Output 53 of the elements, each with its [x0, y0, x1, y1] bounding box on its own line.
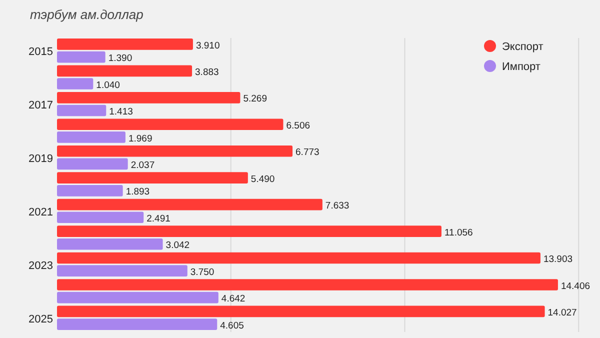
bar	[57, 252, 540, 264]
bar	[57, 212, 144, 224]
bar	[57, 318, 218, 330]
data-label: 1.040	[96, 80, 120, 91]
bar	[57, 78, 94, 90]
bar	[57, 265, 188, 277]
data-label: 1.969	[128, 133, 152, 144]
bar	[57, 132, 126, 143]
bar	[57, 38, 193, 50]
data-label: 7.633	[325, 200, 350, 212]
data-label: 3.883	[195, 67, 219, 78]
data-label: 4.605	[220, 320, 244, 332]
data-label: 1.390	[108, 53, 132, 64]
data-label: 3.042	[166, 240, 190, 252]
data-label: 2.037	[130, 160, 155, 172]
data-label: 14.027	[548, 308, 577, 319]
data-label: 5.269	[243, 94, 268, 105]
bar	[57, 238, 163, 250]
data-label: 13.903	[543, 254, 573, 266]
bar	[57, 145, 293, 157]
data-label: 11.056	[444, 227, 473, 238]
data-label: 5.490	[250, 174, 275, 185]
legend-label: Импорт	[502, 60, 540, 73]
data-label: 14.406	[560, 280, 590, 292]
bar	[57, 65, 192, 77]
data-label: 4.642	[221, 294, 246, 305]
bar	[57, 172, 248, 184]
data-label: 3.910	[196, 40, 220, 52]
bar	[57, 292, 218, 304]
data-label: 1.413	[109, 106, 133, 118]
bar	[57, 226, 442, 237]
chart-subtitle: тэрбум ам.доллар	[30, 7, 144, 22]
data-label: 3.750	[190, 266, 214, 278]
bar	[57, 306, 545, 318]
y-tick-label: 2021	[28, 206, 53, 219]
y-tick-label: 2017	[28, 100, 53, 112]
data-label: 2.491	[146, 213, 170, 224]
data-label: 6.506	[286, 120, 310, 132]
y-tick-label: 2019	[28, 153, 53, 166]
bar	[57, 198, 322, 210]
y-tick-label: 2025	[28, 313, 53, 326]
bar	[57, 92, 240, 104]
data-label: 1.893	[126, 186, 150, 198]
legend-label: Экспорт	[502, 40, 544, 53]
bar	[57, 185, 123, 196]
bar	[57, 279, 558, 290]
bar	[57, 51, 106, 63]
y-tick-label: 2023	[28, 260, 53, 272]
bar	[57, 104, 106, 116]
data-label: 6.773	[296, 147, 320, 158]
bar	[57, 158, 128, 170]
y-tick-label: 2015	[28, 46, 53, 58]
bar	[57, 118, 284, 130]
